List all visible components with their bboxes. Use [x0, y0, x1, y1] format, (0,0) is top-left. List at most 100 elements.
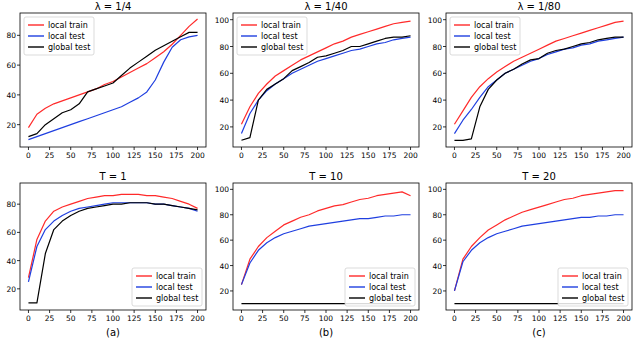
legend-swatch — [562, 275, 578, 276]
legend-label: global test — [156, 294, 198, 303]
series-line — [28, 194, 197, 277]
x-tick-label: 200 — [403, 151, 418, 160]
x-tick — [389, 310, 390, 313]
x-tick-label: 100 — [532, 314, 547, 323]
y-tick — [17, 124, 20, 125]
legend-label: local train — [48, 21, 88, 30]
x-tick-label: 125 — [127, 314, 142, 323]
panel-title: λ = 1/40 — [304, 1, 347, 12]
legend-label: global test — [261, 43, 303, 52]
y-tick-label: 40 — [6, 257, 16, 266]
x-tick — [283, 310, 284, 313]
x-tick — [283, 147, 284, 150]
y-tick — [17, 94, 20, 95]
x-tick-label: 0 — [239, 151, 244, 160]
plot-data — [454, 191, 623, 304]
x-tick-label: 75 — [300, 314, 310, 323]
y-tick — [443, 73, 446, 74]
y-tick — [230, 290, 233, 291]
x-tick — [197, 147, 198, 150]
legend-label: local test — [261, 32, 298, 41]
x-tick — [517, 310, 518, 313]
y-tick — [230, 46, 233, 47]
x-tick — [197, 310, 198, 313]
y-tick — [443, 46, 446, 47]
x-tick-label: 150 — [148, 151, 163, 160]
panel: λ = 1/8002550751001251501752002040608010… — [428, 1, 632, 160]
x-tick — [49, 147, 50, 150]
legend-label: local train — [582, 272, 622, 281]
x-tick-label: 0 — [452, 314, 457, 323]
x-tick-label: 25 — [45, 151, 55, 160]
x-tick — [581, 310, 582, 313]
legend: local trainlocal testglobal test — [345, 268, 415, 306]
x-tick-label: 50 — [66, 151, 76, 160]
y-tick-label: 20 — [6, 285, 16, 294]
y-tick-label: 80 — [6, 200, 16, 209]
x-tick — [347, 147, 348, 150]
x-tick — [410, 147, 411, 150]
y-tick — [230, 100, 233, 101]
x-tick-label: 125 — [340, 151, 355, 160]
x-tick-label: 0 — [239, 314, 244, 323]
legend-label: global test — [582, 294, 624, 303]
legend-swatch — [454, 35, 470, 36]
legend: local trainlocal testglobal test — [24, 17, 94, 55]
legend-box — [450, 17, 520, 55]
panel-title: T = 10 — [308, 171, 343, 182]
y-tick-label: 80 — [432, 211, 442, 220]
series-line — [241, 36, 410, 141]
x-tick — [560, 147, 561, 150]
panel-title: T = 1 — [98, 171, 126, 182]
y-tick-label: 80 — [219, 43, 229, 52]
plot-data — [454, 21, 623, 140]
plot-data — [28, 19, 197, 140]
series-line — [241, 37, 410, 133]
x-tick — [454, 310, 455, 313]
y-tick — [230, 240, 233, 241]
legend-swatch — [28, 35, 44, 36]
x-tick — [368, 310, 369, 313]
y-tick-label: 40 — [6, 91, 16, 100]
y-tick — [17, 204, 20, 205]
x-tick-label: 175 — [169, 151, 184, 160]
x-tick-label: 150 — [361, 314, 376, 323]
y-tick — [230, 189, 233, 190]
legend-label: local test — [582, 283, 619, 292]
series-line — [28, 203, 197, 303]
y-tick-label: 80 — [432, 43, 442, 52]
x-tick — [28, 310, 29, 313]
y-tick-label: 100 — [428, 16, 443, 25]
x-tick-label: 125 — [127, 151, 142, 160]
y-tick-label: 80 — [219, 211, 229, 220]
x-tick — [91, 310, 92, 313]
y-tick — [443, 290, 446, 291]
x-tick-label: 175 — [169, 314, 184, 323]
legend-swatch — [562, 286, 578, 287]
x-tick — [326, 147, 327, 150]
y-tick-label: 20 — [432, 287, 442, 296]
x-tick — [560, 310, 561, 313]
x-tick-label: 125 — [553, 314, 568, 323]
legend-box — [24, 17, 94, 55]
x-tick-label: 75 — [513, 151, 523, 160]
plot-frame — [20, 13, 206, 147]
x-tick-label: 100 — [532, 151, 547, 160]
y-tick-label: 60 — [432, 69, 442, 78]
y-tick-label: 40 — [432, 96, 442, 105]
y-tick — [230, 126, 233, 127]
y-tick — [17, 260, 20, 261]
x-tick-label: 200 — [616, 151, 631, 160]
x-tick-label: 25 — [258, 151, 268, 160]
x-tick — [262, 310, 263, 313]
x-tick — [304, 147, 305, 150]
y-tick-label: 60 — [219, 69, 229, 78]
x-tick — [28, 147, 29, 150]
y-tick — [230, 265, 233, 266]
y-tick-label: 60 — [6, 228, 16, 237]
series-line — [454, 191, 623, 291]
x-tick — [49, 310, 50, 313]
x-tick-label: 175 — [382, 314, 397, 323]
y-tick-label: 20 — [219, 123, 229, 132]
legend-label: local train — [261, 21, 301, 30]
